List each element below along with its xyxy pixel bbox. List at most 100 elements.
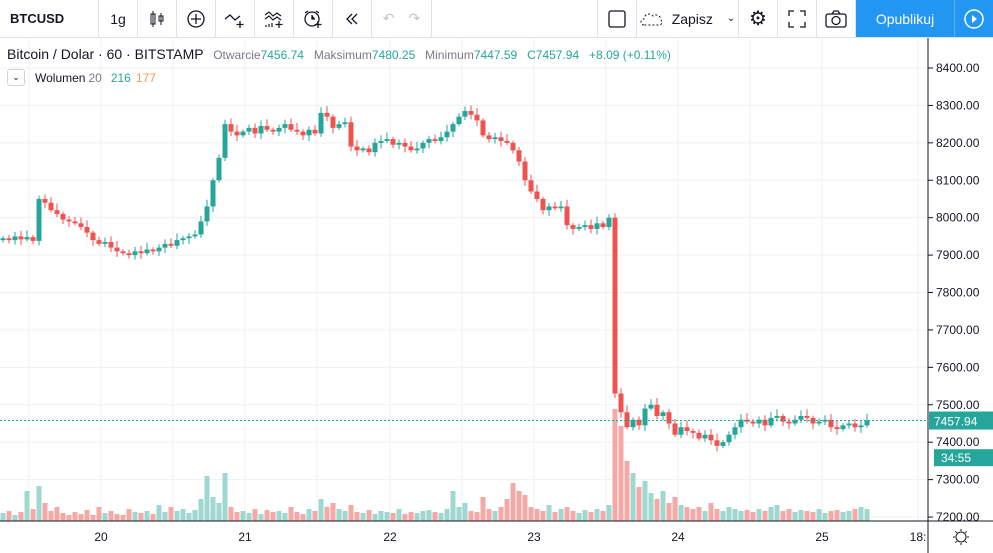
candle-body — [24, 237, 30, 240]
candle-body — [492, 137, 498, 140]
volume-bar — [540, 511, 546, 521]
compare-plus-icon[interactable] — [177, 0, 216, 37]
candle-body — [138, 251, 144, 254]
low-value: 7447.59 — [473, 48, 518, 62]
volume-bar — [522, 495, 528, 521]
volume-bar — [858, 507, 864, 521]
candle-body — [462, 111, 468, 117]
candle-body — [318, 112, 324, 134]
candle-body — [12, 236, 18, 241]
candle-body — [480, 120, 486, 136]
volume-bar — [564, 507, 570, 521]
time-label: 24 — [671, 530, 685, 544]
volume-bar — [468, 511, 474, 521]
settings-gear-icon[interactable]: ⚙ — [739, 0, 778, 37]
top-toolbar: BTCUSD 1g ↶ ↷ Zapisz ⌄ ⚙ Opublikuj — [0, 0, 993, 38]
candle-body — [120, 251, 126, 254]
chevron-down-icon[interactable]: ⌄ — [726, 13, 736, 24]
volume-bar — [852, 509, 858, 521]
candle-body — [150, 249, 156, 252]
candle-body — [168, 243, 174, 246]
candle-body — [402, 142, 408, 147]
candle-body — [6, 238, 12, 241]
volume-bar — [552, 512, 558, 521]
candle-body — [372, 142, 378, 153]
candle-body — [792, 419, 798, 424]
open-label: Otwarcie — [213, 48, 261, 62]
candle-body — [780, 416, 786, 422]
save-button[interactable]: Zapisz ⌄ — [637, 0, 739, 37]
candle-body — [174, 240, 180, 246]
undo-icon[interactable]: ↶ — [382, 10, 395, 26]
candles-icon[interactable] — [138, 0, 177, 37]
time-label: 23 — [527, 530, 541, 544]
candle-body — [852, 423, 858, 428]
volume-bar — [684, 507, 690, 521]
volume-bar — [486, 509, 492, 521]
volume-bar — [474, 512, 480, 521]
volume-bar — [810, 512, 816, 521]
volume-value: 216 — [110, 70, 131, 85]
candle-body — [276, 127, 282, 132]
time-label: 20 — [94, 530, 108, 544]
candle-body — [378, 140, 384, 143]
candle-body — [126, 253, 132, 256]
replay-icon[interactable] — [333, 0, 372, 37]
camera-icon[interactable] — [817, 0, 856, 37]
candle-body — [720, 442, 726, 446]
candle-body — [420, 142, 426, 149]
volume-bar — [336, 509, 342, 521]
redo-icon[interactable]: ↷ — [408, 10, 421, 26]
layout-square-icon[interactable] — [598, 0, 637, 37]
axis-settings-icon[interactable] — [953, 529, 969, 545]
volume-bar — [252, 509, 258, 521]
candle-body — [222, 124, 228, 158]
candle-body — [540, 198, 546, 211]
candle-body — [72, 221, 78, 224]
templates-icon[interactable] — [255, 0, 294, 37]
candle-body — [66, 219, 72, 222]
volume-label: Wolumen — [35, 70, 86, 85]
volume-bar — [384, 512, 390, 521]
price-label: 7900.00 — [936, 248, 980, 262]
interval-button[interactable]: 1g — [99, 0, 138, 37]
collapse-chevron-icon[interactable]: ⌄ — [7, 69, 25, 86]
volume-bar — [864, 509, 870, 521]
volume-bar — [402, 514, 408, 521]
volume-ma: 177 — [135, 70, 156, 85]
volume-legend: ⌄ Wolumen 20 216 177 — [7, 69, 156, 86]
candle-body — [804, 416, 810, 418]
candle-body — [702, 434, 708, 439]
volume-bar — [60, 513, 66, 521]
volume-bar — [546, 505, 552, 521]
change-value: +8.09 (+0.11%) — [589, 48, 671, 62]
volume-bar — [270, 512, 276, 521]
publish-button[interactable]: Opublikuj — [856, 0, 955, 37]
play-icon[interactable] — [955, 0, 993, 37]
candle-body — [270, 129, 276, 132]
fullscreen-icon[interactable] — [778, 0, 817, 37]
candle-body — [504, 140, 510, 143]
low-label: Minimum — [425, 48, 474, 62]
candle-body — [48, 202, 54, 211]
indicators-icon[interactable] — [216, 0, 255, 37]
candle-body — [768, 417, 774, 426]
volume-bar — [672, 497, 678, 521]
candle-body — [36, 198, 42, 241]
alert-clock-icon[interactable] — [294, 0, 333, 37]
candle-body — [798, 416, 804, 420]
price-label: 8300.00 — [936, 98, 980, 112]
candle-body — [690, 430, 696, 433]
candle-body — [306, 129, 312, 136]
volume-bar — [318, 499, 324, 521]
candle-body — [450, 124, 456, 132]
price-chart[interactable]: 8400.00 8300.00 8200.00 8100.00 8000.00 7900.… — [0, 38, 993, 553]
time-label: 18: — [910, 530, 927, 544]
volume-bar — [342, 511, 348, 521]
symbol-search[interactable]: BTCUSD — [0, 0, 99, 37]
candle-body — [96, 240, 102, 244]
candle-body — [642, 408, 648, 426]
candle-body — [678, 427, 684, 435]
volume-bar — [366, 510, 372, 521]
candle-body — [90, 232, 96, 241]
